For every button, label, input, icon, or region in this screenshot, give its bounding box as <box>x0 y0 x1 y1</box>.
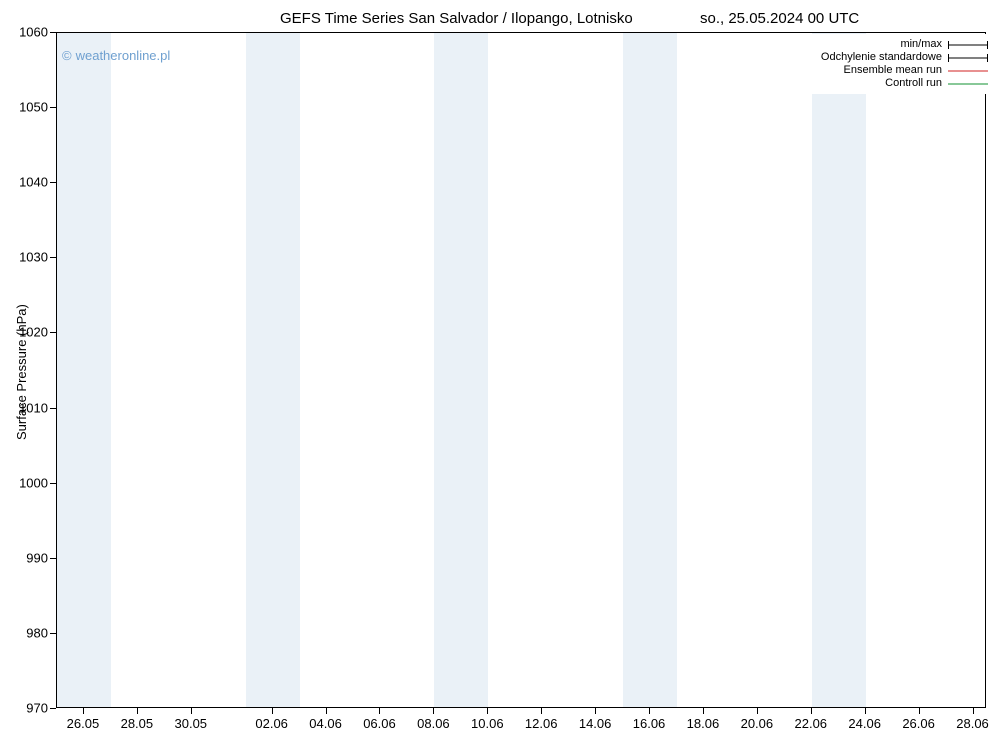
y-tick-label: 1050 <box>14 100 48 115</box>
plot-area <box>56 32 986 708</box>
x-tick <box>272 708 273 714</box>
legend-label: min/max <box>900 38 942 51</box>
weekend-band <box>57 33 111 707</box>
chart-title: GEFS Time Series San Salvador / Ilopango… <box>280 10 633 27</box>
x-tick-label: 20.06 <box>741 716 774 731</box>
x-tick-label: 14.06 <box>579 716 612 731</box>
y-tick <box>50 708 56 709</box>
legend-label: Odchylenie standardowe <box>821 51 942 64</box>
y-tick-label: 970 <box>14 701 48 716</box>
chart-subtitle-datetime: so., 25.05.2024 00 UTC <box>700 10 859 27</box>
x-tick <box>83 708 84 714</box>
x-tick-label: 02.06 <box>255 716 288 731</box>
y-tick <box>50 32 56 33</box>
legend-sample <box>948 53 988 63</box>
x-tick-label: 26.06 <box>902 716 935 731</box>
watermark: © weatheronline.pl <box>62 48 170 63</box>
y-tick <box>50 182 56 183</box>
x-tick <box>649 708 650 714</box>
x-tick-label: 22.06 <box>795 716 828 731</box>
x-tick-label: 24.06 <box>848 716 881 731</box>
legend-item: Odchylenie standardowe <box>792 51 988 64</box>
x-tick <box>595 708 596 714</box>
x-tick-label: 26.05 <box>67 716 100 731</box>
legend-sample <box>948 66 988 76</box>
y-tick-label: 1020 <box>14 325 48 340</box>
y-tick <box>50 633 56 634</box>
x-tick-label: 04.06 <box>309 716 342 731</box>
x-tick-label: 06.06 <box>363 716 396 731</box>
weekend-band <box>812 33 866 707</box>
y-tick-label: 1000 <box>14 475 48 490</box>
x-tick <box>433 708 434 714</box>
x-tick <box>703 708 704 714</box>
chart-root: GEFS Time Series San Salvador / Ilopango… <box>0 0 1000 733</box>
copyright-icon: © <box>62 48 72 63</box>
x-tick-label: 10.06 <box>471 716 504 731</box>
y-tick <box>50 408 56 409</box>
legend-sample <box>948 79 988 89</box>
x-tick <box>191 708 192 714</box>
y-tick <box>50 257 56 258</box>
x-tick-label: 12.06 <box>525 716 558 731</box>
y-tick-label: 1030 <box>14 250 48 265</box>
x-tick <box>919 708 920 714</box>
y-tick <box>50 332 56 333</box>
y-tick-label: 1040 <box>14 175 48 190</box>
y-tick <box>50 107 56 108</box>
weekend-band <box>246 33 300 707</box>
x-tick <box>541 708 542 714</box>
legend-item: Controll run <box>792 77 988 90</box>
x-tick-label: 28.05 <box>121 716 154 731</box>
y-tick-label: 990 <box>14 550 48 565</box>
legend-item: min/max <box>792 38 988 51</box>
x-tick <box>811 708 812 714</box>
x-tick <box>865 708 866 714</box>
legend-label: Controll run <box>885 77 942 90</box>
x-tick <box>487 708 488 714</box>
weekend-band <box>434 33 488 707</box>
y-tick-label: 980 <box>14 625 48 640</box>
legend-sample <box>948 40 988 50</box>
x-tick <box>757 708 758 714</box>
y-tick-label: 1060 <box>14 25 48 40</box>
y-tick-label: 1010 <box>14 400 48 415</box>
x-tick <box>379 708 380 714</box>
y-tick <box>50 483 56 484</box>
weekend-band <box>623 33 677 707</box>
x-tick-label: 18.06 <box>687 716 720 731</box>
watermark-text: weatheronline.pl <box>76 48 171 63</box>
x-tick-label: 08.06 <box>417 716 450 731</box>
x-tick <box>137 708 138 714</box>
x-tick <box>973 708 974 714</box>
y-tick <box>50 558 56 559</box>
x-tick <box>326 708 327 714</box>
legend-label: Ensemble mean run <box>844 64 942 77</box>
x-tick-label: 30.05 <box>175 716 208 731</box>
legend: min/maxOdchylenie standardoweEnsemble me… <box>786 34 994 94</box>
legend-item: Ensemble mean run <box>792 64 988 77</box>
x-tick-label: 28.06 <box>956 716 989 731</box>
x-tick-label: 16.06 <box>633 716 666 731</box>
